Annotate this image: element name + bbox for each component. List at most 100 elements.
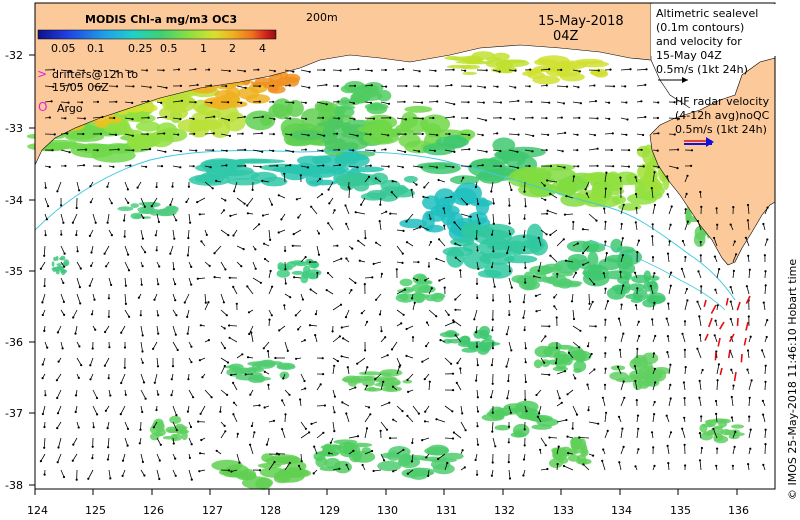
velocity-arrow xyxy=(140,100,149,103)
velocity-arrow-head xyxy=(574,377,577,380)
velocity-arrow xyxy=(364,450,373,455)
velocity-arrow-head xyxy=(288,84,291,87)
velocity-arrow-head xyxy=(236,432,239,435)
velocity-arrow xyxy=(204,116,215,119)
velocity-arrow xyxy=(549,193,558,199)
velocity-arrow-head xyxy=(314,334,317,337)
velocity-arrow xyxy=(252,116,263,119)
velocity-arrow-head xyxy=(101,115,104,119)
velocity-arrow-head xyxy=(123,219,126,222)
velocity-arrow xyxy=(332,304,342,311)
velocity-arrow xyxy=(76,117,85,119)
chlorophyll-patch xyxy=(404,105,433,113)
velocity-arrow-head xyxy=(69,83,72,86)
velocity-arrow-head xyxy=(62,300,65,303)
velocity-arrow xyxy=(348,435,359,439)
velocity-arrow xyxy=(424,373,430,380)
velocity-arrow-head xyxy=(367,175,371,178)
velocity-arrow xyxy=(284,414,286,423)
velocity-arrow xyxy=(588,293,590,304)
velocity-arrow xyxy=(620,381,625,391)
velocity-arrow xyxy=(508,213,510,224)
velocity-arrow-head xyxy=(544,198,547,201)
velocity-arrow-head xyxy=(524,266,527,269)
velocity-arrow xyxy=(379,221,382,231)
velocity-arrow-head xyxy=(48,165,51,169)
velocity-arrow-head xyxy=(747,254,750,257)
velocity-arrow-head xyxy=(340,326,343,329)
velocity-arrow-head xyxy=(97,70,100,73)
velocity-arrow-head xyxy=(585,192,588,195)
velocity-arrow xyxy=(636,68,647,71)
chlorophyll-patch xyxy=(130,203,139,209)
velocity-arrow-head xyxy=(141,361,144,364)
velocity-arrow-head xyxy=(48,116,51,119)
velocity-arrow-head xyxy=(562,464,566,468)
chlorophyll-patch xyxy=(61,269,66,273)
velocity-arrow-head xyxy=(428,380,431,383)
chlorophyll-patch xyxy=(294,261,310,267)
velocity-arrow-head xyxy=(638,334,641,338)
velocity-arrow-head xyxy=(395,268,398,271)
velocity-arrow-head xyxy=(545,84,548,87)
velocity-arrow-head xyxy=(378,313,382,316)
chlorophyll-patch xyxy=(646,280,658,290)
velocity-arrow-head xyxy=(490,265,493,269)
velocity-arrow xyxy=(455,334,462,343)
velocity-arrow-head xyxy=(644,115,647,119)
depth-label: 200m xyxy=(306,11,338,24)
velocity-arrow-head xyxy=(581,252,585,255)
velocity-arrow-head xyxy=(284,268,287,271)
lon-label: 129 xyxy=(319,504,340,517)
velocity-arrow-head xyxy=(194,101,197,104)
velocity-arrow xyxy=(300,133,309,136)
velocity-arrow xyxy=(204,133,214,135)
velocity-arrow xyxy=(236,69,245,72)
lon-label: 134 xyxy=(611,504,632,517)
velocity-arrow xyxy=(604,253,608,263)
lat-label: -38 xyxy=(5,479,23,492)
velocity-arrow xyxy=(508,293,511,302)
velocity-arrow-head xyxy=(546,212,549,215)
velocity-arrow-head xyxy=(427,474,430,477)
velocity-arrow-head xyxy=(244,148,247,151)
velocity-arrow-head xyxy=(539,448,542,451)
velocity-arrow-head xyxy=(516,150,519,153)
velocity-arrow-head xyxy=(99,132,103,135)
hf-radar-arrow xyxy=(717,337,721,347)
colorbar xyxy=(37,29,277,40)
velocity-arrow-head xyxy=(683,397,686,400)
velocity-arrow-head xyxy=(473,318,476,321)
velocity-arrow-head xyxy=(172,442,175,445)
velocity-arrow-head xyxy=(64,117,67,120)
velocity-arrow xyxy=(538,237,542,247)
velocity-arrow-head xyxy=(686,174,689,177)
velocity-arrow-head xyxy=(82,164,86,167)
velocity-arrow-head xyxy=(142,381,146,384)
velocity-arrow xyxy=(396,405,403,412)
velocity-arrow-head xyxy=(272,419,276,422)
velocity-arrow xyxy=(124,437,128,446)
chlorophyll-patch xyxy=(631,274,650,284)
velocity-arrow xyxy=(56,373,62,381)
velocity-arrow-head xyxy=(524,380,527,384)
velocity-arrow-head xyxy=(199,324,202,327)
velocity-arrow-head xyxy=(303,339,306,342)
velocity-arrow-head xyxy=(652,446,655,449)
velocity-arrow-head xyxy=(420,166,423,169)
velocity-arrow-head xyxy=(547,133,550,136)
velocity-arrow-head xyxy=(604,352,607,355)
velocity-arrow-head xyxy=(713,334,716,337)
velocity-arrow xyxy=(508,100,519,103)
velocity-arrow xyxy=(300,421,307,430)
velocity-arrow xyxy=(156,325,159,334)
velocity-arrow-head xyxy=(405,241,409,244)
velocity-arrow-head xyxy=(564,259,568,262)
chlorophyll-patch xyxy=(324,137,348,153)
velocity-arrow xyxy=(436,418,446,423)
chlorophyll-patch xyxy=(628,283,646,291)
velocity-arrow xyxy=(453,432,462,439)
velocity-arrow-head xyxy=(618,348,622,351)
velocity-arrow xyxy=(476,213,480,224)
velocity-arrow-head xyxy=(186,410,189,413)
